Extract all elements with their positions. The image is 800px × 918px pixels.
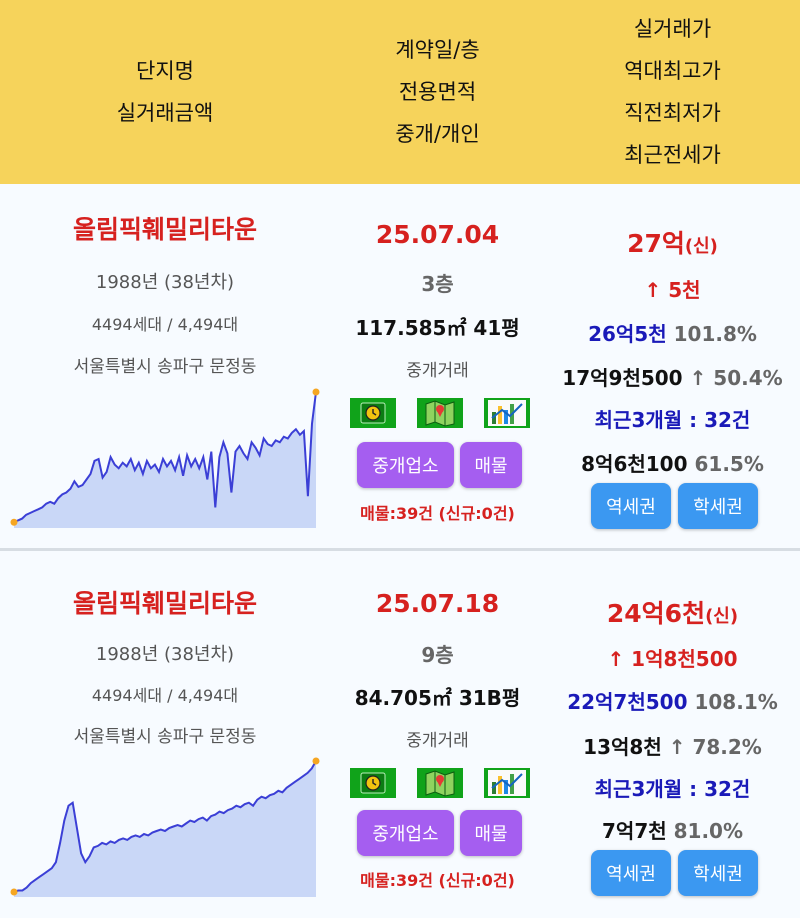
- price-trend-chart[interactable]: [10, 380, 320, 530]
- floor: 9층: [421, 643, 454, 667]
- recent-jeonse: 8억6천100 61.5%: [545, 448, 800, 477]
- deal-price: 27억(신): [545, 224, 800, 260]
- jeonse-ratio: 81.0%: [673, 819, 743, 843]
- complex-name[interactable]: 올림픽훼밀리타운: [72, 589, 257, 618]
- chart-area-fill: [14, 761, 316, 897]
- address: 서울특별시 송파구 문정동: [73, 727, 257, 747]
- low-arrow: ↑: [668, 735, 686, 759]
- low-price: 17억9천500: [562, 366, 683, 390]
- header-label: 역대최고가: [624, 59, 721, 83]
- station-area-button[interactable]: 역세권: [591, 483, 671, 529]
- chart-start-point: [10, 518, 18, 526]
- exclusive-area: 84.705㎡ 31B평: [354, 686, 521, 710]
- broker-button[interactable]: 중개업소: [357, 810, 454, 856]
- chart-price-line: [13, 391, 317, 524]
- record-high: 26억5천 101.8%: [545, 318, 800, 347]
- price-change: ↑ 1억8천500: [607, 647, 738, 671]
- jeonse-ratio: 61.5%: [694, 452, 764, 476]
- listing-count: 매물:39건 (신규:0건): [360, 504, 515, 523]
- contract-date: 25.07.18: [375, 589, 500, 618]
- price-tag: (신): [684, 236, 718, 257]
- low-ratio: 78.2%: [692, 735, 762, 759]
- header-label: 직전최저가: [624, 101, 721, 125]
- complex-name[interactable]: 올림픽훼밀리타운: [72, 215, 257, 244]
- household-count: 4494세대 / 4,494대: [91, 686, 239, 705]
- previous-low: 13억8천 ↑ 78.2%: [545, 731, 800, 760]
- recent-jeonse: 7억7천 81.0%: [545, 815, 800, 844]
- recent-trade-count[interactable]: 최근3개월 : 32건: [594, 777, 751, 801]
- chart-area-fill: [14, 392, 316, 528]
- tool-icons: [350, 768, 530, 798]
- tool-icons: [350, 398, 530, 428]
- recent-trade-count[interactable]: 최근3개월 : 32건: [594, 408, 751, 432]
- built-year: 1988년 (38년차): [95, 644, 235, 665]
- chart-end-point: [312, 388, 320, 396]
- trade-type: 중개거래: [406, 731, 469, 751]
- chart-price-line: [13, 760, 317, 893]
- deal-price: 24억6천(신): [545, 594, 800, 630]
- table-header: 단지명 실거래금액 계약일/층 전용면적 중개/개인 실거래가 역대최고가 직전…: [0, 0, 800, 184]
- price-trend-chart[interactable]: [10, 749, 320, 899]
- contract-date: 25.07.04: [375, 220, 500, 249]
- record-high: 22억7천500 108.1%: [545, 686, 800, 715]
- clock-icon[interactable]: [350, 398, 396, 428]
- header-col-complex: 단지명 실거래금액: [0, 0, 330, 184]
- chart-icon[interactable]: [484, 768, 530, 798]
- school-area-button[interactable]: 학세권: [678, 850, 758, 896]
- map-icon[interactable]: [417, 398, 463, 428]
- high-price: 26억5천: [588, 322, 667, 346]
- high-ratio: 101.8%: [673, 322, 757, 346]
- chart-start-point: [10, 888, 18, 896]
- low-arrow: ↑: [689, 366, 707, 390]
- price-value: 24억6천: [606, 599, 706, 628]
- low-price: 13억8천: [583, 735, 662, 759]
- listing-count: 매물:39건 (신규:0건): [360, 871, 515, 890]
- price-change: ↑ 5천: [644, 278, 701, 302]
- exclusive-area: 117.585㎡ 41평: [355, 316, 520, 340]
- previous-low: 17억9천500 ↑ 50.4%: [545, 362, 800, 391]
- price-value: 27억: [627, 229, 685, 258]
- listing-card[interactable]: 올림픽훼밀리타운 1988년 (38년차) 4494세대 / 4,494대 서울…: [0, 184, 800, 548]
- trade-type: 중개거래: [406, 361, 469, 381]
- high-price: 22억7천500: [567, 690, 688, 714]
- broker-button[interactable]: 중개업소: [357, 442, 454, 488]
- address: 서울특별시 송파구 문정동: [73, 357, 257, 377]
- clock-icon[interactable]: [350, 768, 396, 798]
- header-col-prices: 실거래가 역대최고가 직전최저가 최근전세가: [545, 0, 800, 184]
- listing-card[interactable]: 올림픽훼밀리타운 1988년 (38년차) 4494세대 / 4,494대 서울…: [0, 548, 800, 915]
- listing-button[interactable]: 매물: [460, 810, 522, 856]
- high-ratio: 108.1%: [694, 690, 778, 714]
- header-label: 실거래금액: [116, 101, 214, 125]
- listing-button[interactable]: 매물: [460, 442, 522, 488]
- header-label: 전용면적: [398, 80, 477, 104]
- station-area-button[interactable]: 역세권: [591, 850, 671, 896]
- household-count: 4494세대 / 4,494대: [91, 315, 239, 334]
- jeonse-price: 8억6천100: [581, 452, 688, 476]
- built-year: 1988년 (38년차): [95, 272, 235, 293]
- map-icon[interactable]: [417, 768, 463, 798]
- header-label: 최근전세가: [624, 143, 721, 167]
- header-label: 중개/개인: [395, 122, 480, 146]
- header-label: 계약일/층: [395, 38, 480, 62]
- chart-end-point: [312, 757, 320, 765]
- header-col-contract: 계약일/층 전용면적 중개/개인: [330, 0, 545, 184]
- floor: 3층: [421, 272, 454, 296]
- header-label: 단지명: [136, 59, 194, 83]
- header-label: 실거래가: [633, 17, 712, 41]
- price-tag: (신): [705, 606, 739, 627]
- low-ratio: 50.4%: [713, 366, 783, 390]
- chart-icon[interactable]: [484, 398, 530, 428]
- school-area-button[interactable]: 학세권: [678, 483, 758, 529]
- jeonse-price: 7억7천: [602, 819, 667, 843]
